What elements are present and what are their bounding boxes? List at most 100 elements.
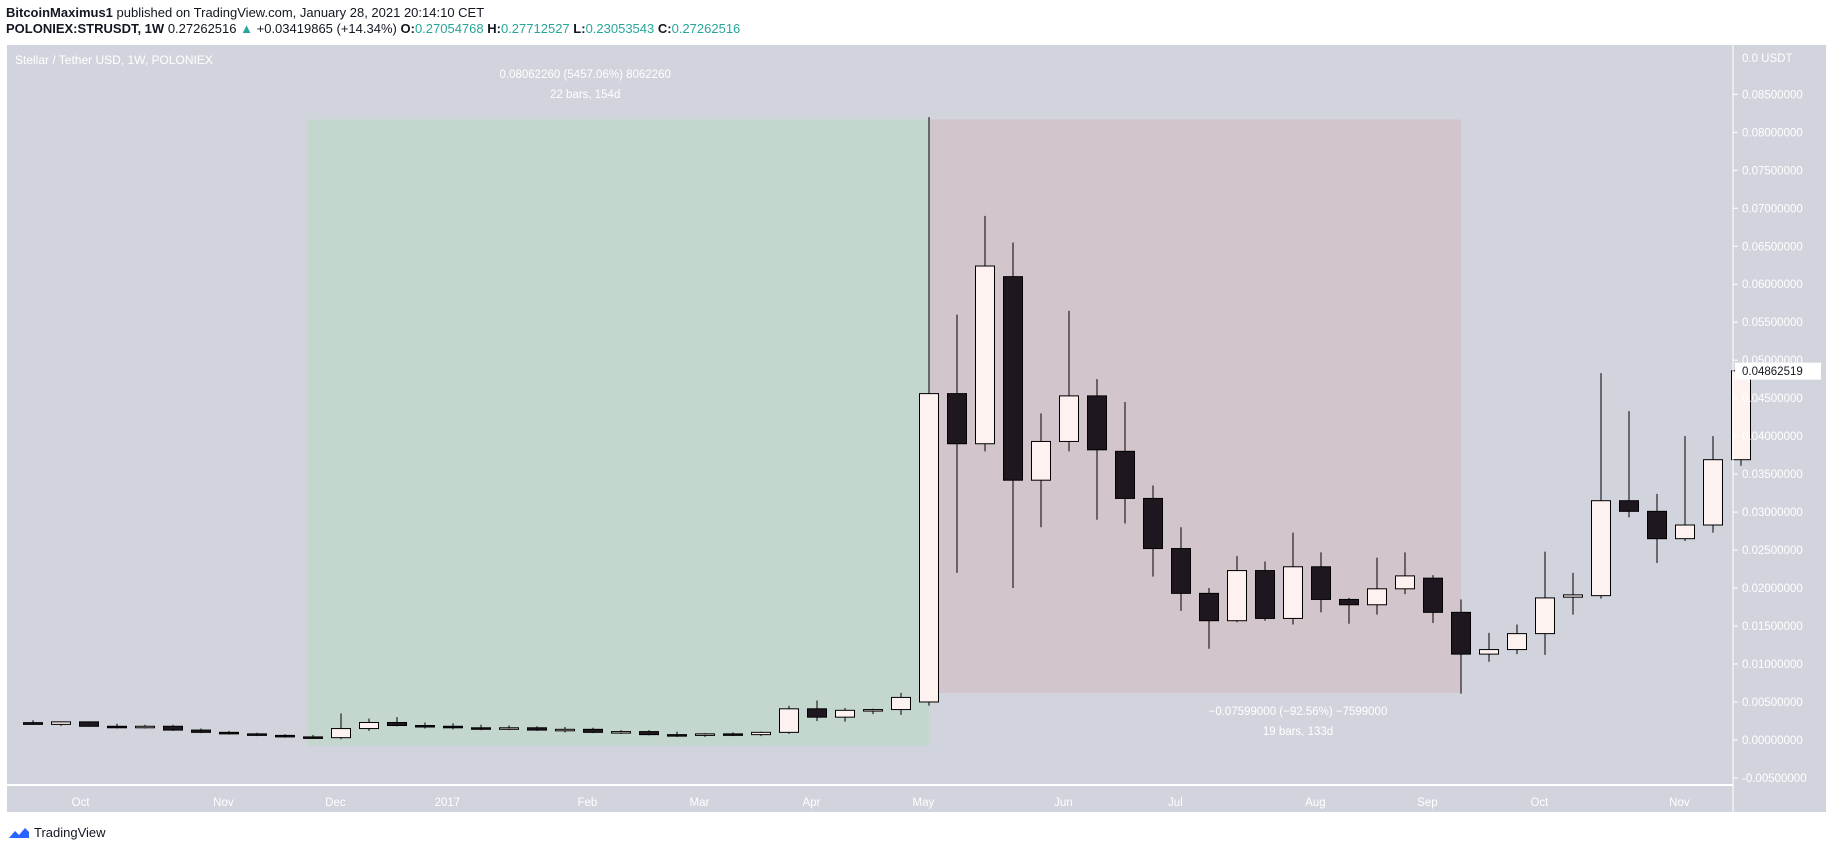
price-axis-label: 0.04500000: [1742, 393, 1803, 405]
candle-body: [1283, 566, 1303, 619]
candle-body: [247, 733, 267, 736]
candle-body: [1031, 440, 1051, 481]
candle-body: [1311, 566, 1331, 600]
candle-body: [1423, 577, 1443, 613]
candle-body: [1115, 450, 1135, 499]
candle-body: [947, 393, 967, 445]
time-axis-label: Jun: [1054, 797, 1073, 809]
candle-body: [975, 265, 995, 445]
footer: TradingView: [8, 825, 106, 840]
candle-body: [919, 393, 939, 703]
candle-body: [723, 733, 743, 736]
last-price-marker: 0.04862519: [1735, 362, 1821, 380]
candle-body: [1227, 570, 1247, 622]
candle-body: [51, 721, 71, 725]
candle-body: [499, 727, 519, 730]
price-axis-label: 0.08000000: [1742, 127, 1803, 139]
candle-body: [1143, 497, 1163, 550]
published-text: published on TradingView.com, January 28…: [116, 5, 485, 20]
candle-body: [1535, 597, 1555, 635]
price-axis-label: 0.00500000: [1742, 697, 1803, 709]
last-price-box: [1735, 362, 1821, 380]
candle-body: [1563, 594, 1583, 598]
time-axis-label: Nov: [1669, 797, 1690, 809]
candle-body: [387, 721, 407, 727]
tradingview-logo-icon: [9, 827, 29, 838]
candle-body: [163, 725, 183, 731]
time-axis-background[interactable]: [7, 786, 1733, 812]
time-axis-label: Oct: [1530, 797, 1549, 809]
last-price: 0.27262516: [167, 21, 237, 36]
close-label: C:: [657, 21, 672, 36]
candle-body: [639, 731, 659, 736]
time-axis-label: Sep: [1417, 797, 1437, 809]
time-axis-label: Dec: [325, 797, 346, 809]
price-axis-label: 0.01000000: [1742, 659, 1803, 671]
price-axis-label: 0.01500000: [1742, 621, 1803, 633]
candle-body: [1059, 395, 1079, 442]
candle-body: [891, 696, 911, 711]
candle-body: [191, 729, 211, 733]
candle-body: [135, 725, 155, 729]
price-axis-label: 0.00000000: [1742, 735, 1803, 747]
candle-body: [1731, 370, 1751, 461]
ohlc-line: POLONIEX:STRUSDT, 1W 0.27262516 ▲ +0.034…: [6, 21, 740, 36]
last-price-label: 0.04862519: [1742, 366, 1803, 378]
candle-body: [1339, 598, 1359, 606]
price-axis-label: 0.07000000: [1742, 203, 1803, 215]
candle-body: [1675, 524, 1695, 540]
author-name[interactable]: BitcoinMaximus1: [6, 5, 113, 20]
candle-body: [1199, 592, 1219, 622]
candle-body: [303, 736, 323, 739]
price-axis-label: -0.00500000: [1742, 773, 1807, 785]
price-axis-label: 0.03000000: [1742, 507, 1803, 519]
time-axis-label: May: [913, 797, 935, 809]
price-axis-label: 0.03500000: [1742, 469, 1803, 481]
price-axis-label: 0.08500000: [1742, 89, 1803, 101]
candle-body: [79, 721, 99, 727]
open-value: 0.27054768: [414, 21, 484, 36]
candle-body: [1003, 276, 1023, 481]
chart-title: Stellar / Tether USD, 1W, POLONIEX: [15, 53, 213, 67]
candle-body: [1087, 395, 1107, 451]
candle-body: [1255, 570, 1275, 619]
candle-body: [695, 733, 715, 736]
candle-body: [1647, 510, 1667, 540]
time-axis-label: Oct: [72, 797, 91, 809]
publish-line: BitcoinMaximus1 published on TradingView…: [6, 5, 484, 20]
time-axis-label: Apr: [802, 797, 820, 809]
candle-body: [863, 709, 883, 712]
candle-body: [1619, 500, 1639, 512]
price-axis-label: 0.02000000: [1742, 583, 1803, 595]
price-axis-label: 0.04000000: [1742, 431, 1803, 443]
range-down-label: −0.07599000 (−92.56%) −7599000: [1209, 706, 1388, 718]
price-axis-label: 0.05500000: [1742, 317, 1803, 329]
open-label: O:: [400, 21, 415, 36]
price-axis-label: 0.06500000: [1742, 241, 1803, 253]
price-axis-label: 0.02500000: [1742, 545, 1803, 557]
high-label: H:: [487, 21, 501, 36]
symbol-label: POLONIEX:STRUSDT, 1W: [6, 21, 165, 36]
range-down-bars-label: 19 bars, 133d: [1263, 726, 1333, 738]
candle-body: [443, 725, 463, 729]
high-value: 0.27712527: [500, 21, 570, 36]
range-up-zone[interactable]: [307, 119, 929, 747]
price-axis-label: 0.07500000: [1742, 165, 1803, 177]
candle-body: [219, 731, 239, 735]
footer-brand[interactable]: TradingView: [34, 825, 106, 840]
time-axis: Oct Nov Dec 2017 Feb Mar Apr May Jun Jul Aug Sep Oct…: [7, 784, 1733, 809]
candle-body: [779, 708, 799, 733]
candle-body: [555, 728, 575, 732]
candle-body: [415, 725, 435, 728]
candle-body: [1367, 588, 1387, 606]
candle-body: [107, 725, 127, 729]
candle-body: [1479, 649, 1499, 655]
candle-body: [583, 728, 603, 733]
time-axis-label: Nov: [213, 797, 234, 809]
candle-body: [667, 734, 687, 737]
time-axis-label: Mar: [689, 797, 709, 809]
low-value: 0.23053543: [585, 21, 655, 36]
low-label: L:: [573, 21, 586, 36]
